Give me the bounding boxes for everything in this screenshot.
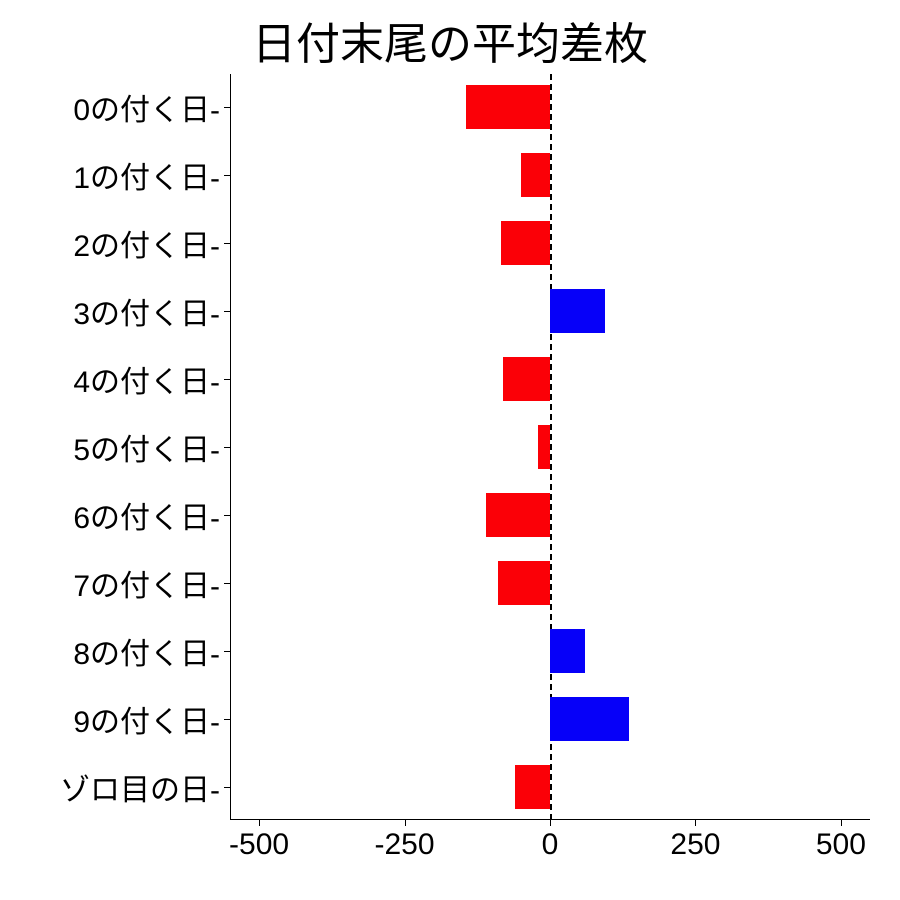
bar [550, 629, 585, 673]
bar [521, 153, 550, 197]
y-tick [224, 583, 230, 584]
y-tick-label: 5の付く日- [73, 425, 220, 469]
y-tick-label: 2の付く日- [73, 221, 220, 265]
y-tick [224, 379, 230, 380]
y-tick [224, 447, 230, 448]
chart-title: 日付末尾の平均差枚 [0, 8, 900, 72]
x-tick [841, 820, 842, 826]
chart-container: 日付末尾の平均差枚 -500 -250 0 250 500 0の付く日- 1の付く日- 2の付… [0, 0, 900, 900]
bar [538, 425, 550, 469]
y-tick-label: 0の付く日- [73, 85, 220, 129]
x-tick-label: 250 [670, 828, 720, 862]
bar [498, 561, 550, 605]
y-tick-label: 3の付く日- [73, 289, 220, 333]
y-tick-label: 1の付く日- [73, 153, 220, 197]
bar [503, 357, 550, 401]
y-tick [224, 651, 230, 652]
y-tick-label: 9の付く日- [73, 697, 220, 741]
x-tick [550, 820, 551, 826]
y-tick [224, 311, 230, 312]
y-tick [224, 515, 230, 516]
bar [466, 85, 550, 129]
y-tick [224, 243, 230, 244]
y-tick-label: 7の付く日- [73, 561, 220, 605]
bar [515, 765, 550, 809]
y-tick [224, 787, 230, 788]
y-tick [224, 175, 230, 176]
x-tick [405, 820, 406, 826]
x-tick-label: -500 [229, 828, 289, 862]
bar [486, 493, 550, 537]
y-tick [224, 719, 230, 720]
x-tick-label: -250 [375, 828, 435, 862]
y-tick-label: 6の付く日- [73, 493, 220, 537]
bar [501, 221, 550, 265]
y-axis-line [230, 74, 231, 820]
x-tick [695, 820, 696, 826]
y-tick-label: ゾロ目の日- [60, 765, 220, 809]
x-tick [259, 820, 260, 826]
plot-area [230, 74, 870, 820]
y-tick [224, 107, 230, 108]
bar [550, 697, 629, 741]
y-tick-label: 4の付く日- [73, 357, 220, 401]
y-tick-label: 8の付く日- [73, 629, 220, 673]
bar [550, 289, 605, 333]
x-tick-label: 500 [816, 828, 866, 862]
x-tick-label: 0 [542, 828, 559, 862]
